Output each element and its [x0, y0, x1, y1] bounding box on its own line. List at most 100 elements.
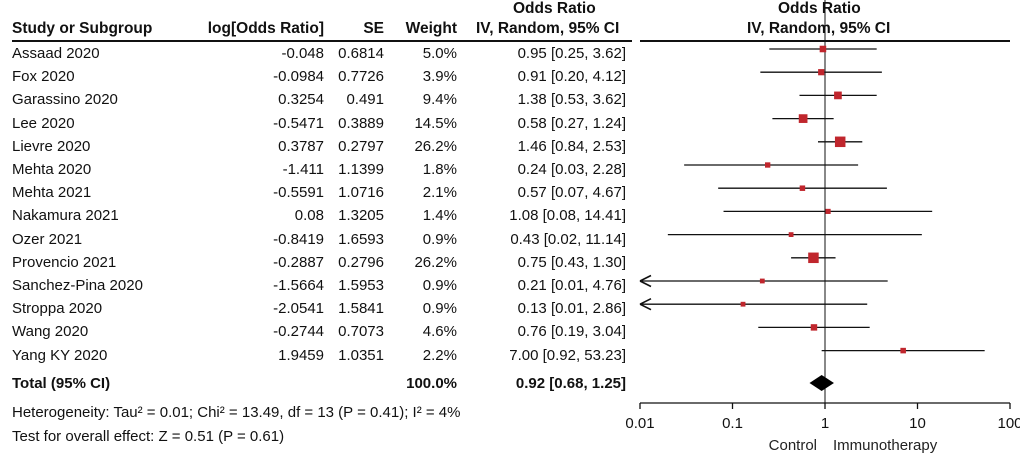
standard-error: 0.6814: [338, 45, 384, 62]
study-name: Ozer 2021: [12, 230, 83, 248]
odds-ratio-ci: 0.24 [0.03, 2.28]: [517, 161, 626, 178]
header-log-or: log[Odds Ratio]: [207, 20, 324, 37]
standard-error: 1.6593: [338, 230, 384, 248]
odds-ratio-ci: 0.57 [0.07, 4.67]: [517, 184, 626, 202]
odds-ratio-ci: 0.75 [0.43, 1.30]: [517, 253, 626, 271]
study-weight: 4.6%: [422, 323, 457, 341]
odds-ratio-ci: 7.00 [0.92, 53.23]: [509, 346, 626, 364]
log-odds-ratio: -0.048: [281, 45, 324, 62]
header-or-bottom: IV, Random, 95% CI: [476, 20, 620, 37]
log-odds-ratio: 1.9459: [278, 346, 324, 364]
study-marker: [759, 278, 765, 284]
study-marker: [765, 162, 771, 168]
study-weight: 26.2%: [414, 253, 457, 271]
study-name: Fox 2020: [12, 68, 75, 86]
study-weight: 2.2%: [422, 346, 457, 364]
overall-effect-text: Test for overall effect: Z = 0.51 (P = 0…: [12, 428, 285, 445]
study-weight: 1.4%: [422, 207, 457, 225]
log-odds-ratio: -2.0541: [273, 300, 324, 318]
x-tick-label: 10: [909, 415, 926, 432]
study-marker: [798, 114, 808, 123]
odds-ratio-ci: 1.46 [0.84, 2.53]: [517, 137, 626, 155]
study-marker: [818, 69, 825, 76]
odds-ratio-ci: 0.91 [0.20, 4.12]: [517, 68, 626, 86]
study-marker: [808, 252, 819, 264]
log-odds-ratio: -0.2744: [273, 323, 324, 341]
standard-error: 0.2796: [338, 253, 384, 271]
study-weight: 1.8%: [422, 161, 457, 178]
study-marker: [810, 324, 818, 331]
study-weight: 2.1%: [422, 184, 457, 202]
heterogeneity-text: Heterogeneity: Tau² = 0.01; Chi² = 13.49…: [12, 404, 461, 421]
study-marker: [788, 232, 794, 237]
odds-ratio-ci: 1.38 [0.53, 3.62]: [517, 91, 626, 109]
odds-ratio-ci: 0.13 [0.01, 2.86]: [517, 300, 626, 318]
header-study: Study or Subgroup: [12, 20, 153, 37]
study-weight: 26.2%: [414, 137, 457, 155]
study-weight: 9.4%: [422, 91, 457, 109]
standard-error: 0.7073: [338, 323, 384, 341]
study-name: Yang KY 2020: [12, 346, 108, 364]
header-plot-top: Odds Ratio: [778, 0, 861, 17]
x-tick-label: 1: [821, 415, 829, 432]
log-odds-ratio: 0.08: [294, 207, 324, 225]
study-name: Provencio 2021: [12, 253, 117, 271]
study-name: Sanchez-Pina 2020: [12, 277, 143, 294]
study-marker: [825, 208, 831, 214]
study-marker: [799, 185, 806, 191]
x-tick-label: 0.1: [722, 415, 743, 432]
log-odds-ratio: -0.2887: [273, 253, 324, 271]
study-weight: 5.0%: [422, 45, 457, 62]
study-marker: [834, 91, 842, 100]
study-name: Assaad 2020: [12, 45, 100, 62]
odds-ratio-ci: 0.95 [0.25, 3.62]: [517, 45, 626, 62]
standard-error: 1.3205: [338, 207, 384, 225]
standard-error: 1.1399: [338, 161, 384, 178]
odds-ratio-ci: 1.08 [0.08, 14.41]: [509, 207, 626, 225]
study-name: Nakamura 2021: [12, 207, 119, 225]
standard-error: 0.7726: [338, 68, 384, 86]
header-se: SE: [363, 20, 384, 37]
standard-error: 1.0716: [338, 184, 384, 202]
odds-ratio-ci: 0.43 [0.02, 11.14]: [510, 230, 626, 248]
standard-error: 1.0351: [338, 346, 384, 364]
odds-ratio-ci: 0.21 [0.01, 4.76]: [517, 277, 626, 294]
study-weight: 14.5%: [414, 114, 457, 132]
study-name: Stroppa 2020: [12, 300, 103, 318]
log-odds-ratio: -0.8419: [273, 230, 324, 248]
header-rule: [12, 40, 632, 42]
header-or-top: Odds Ratio: [513, 0, 596, 17]
study-weight: 0.9%: [422, 277, 457, 294]
header-weight: Weight: [405, 20, 457, 37]
study-weight: 3.9%: [422, 68, 457, 86]
standard-error: 1.5841: [338, 300, 384, 318]
ci-truncation-arrow: [639, 297, 652, 311]
study-name: Wang 2020: [12, 323, 89, 341]
study-name: Mehta 2021: [12, 184, 92, 202]
study-marker: [900, 347, 906, 354]
odds-ratio-ci: 0.58 [0.27, 1.24]: [517, 114, 626, 132]
study-name: Lee 2020: [12, 114, 75, 132]
standard-error: 0.491: [346, 91, 384, 109]
header-plot-bottom: IV, Random, 95% CI: [747, 20, 891, 37]
log-odds-ratio: -1.5664: [273, 277, 324, 294]
log-odds-ratio: 0.3787: [278, 137, 324, 155]
total-weight: 100.0%: [406, 375, 457, 392]
total-label: Total (95% CI): [12, 375, 111, 392]
study-marker: [819, 45, 827, 53]
study-name: Mehta 2020: [12, 161, 92, 178]
ci-truncation-arrow: [639, 274, 652, 288]
study-weight: 0.9%: [422, 300, 457, 318]
study-name: Lievre 2020: [12, 137, 91, 155]
total-ci: 0.92 [0.68, 1.25]: [515, 375, 626, 392]
standard-error: 1.5953: [338, 277, 384, 294]
standard-error: 0.2797: [338, 137, 384, 155]
log-odds-ratio: -0.5471: [273, 114, 324, 132]
study-marker: [834, 136, 846, 148]
study-name: Garassino 2020: [12, 91, 118, 109]
pooled-diamond: [809, 375, 834, 391]
log-odds-ratio: -0.5591: [273, 184, 324, 202]
study-weight: 0.9%: [422, 230, 457, 248]
x-tick-label: 100: [997, 415, 1020, 432]
